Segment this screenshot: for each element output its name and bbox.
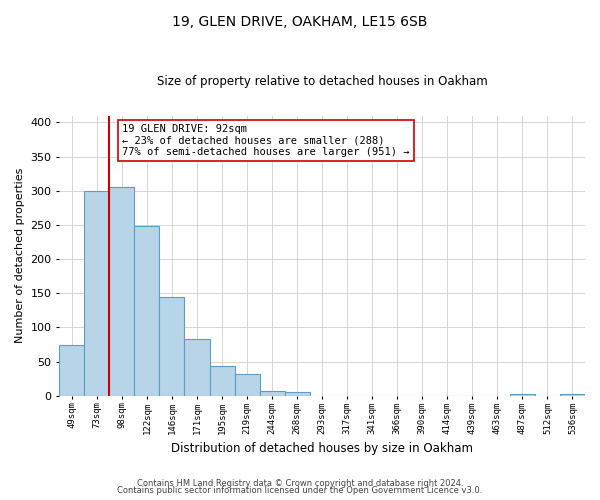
Bar — [109, 188, 134, 396]
Bar — [284, 392, 310, 396]
Bar — [184, 339, 209, 396]
Y-axis label: Number of detached properties: Number of detached properties — [15, 168, 25, 344]
Text: Contains public sector information licensed under the Open Government Licence v3: Contains public sector information licen… — [118, 486, 482, 495]
X-axis label: Distribution of detached houses by size in Oakham: Distribution of detached houses by size … — [171, 442, 473, 455]
Text: 19, GLEN DRIVE, OAKHAM, LE15 6SB: 19, GLEN DRIVE, OAKHAM, LE15 6SB — [172, 15, 428, 29]
Bar — [260, 391, 284, 396]
Text: Contains HM Land Registry data © Crown copyright and database right 2024.: Contains HM Land Registry data © Crown c… — [137, 478, 463, 488]
Bar — [560, 394, 585, 396]
Bar — [235, 374, 260, 396]
Bar — [209, 366, 235, 396]
Text: 19 GLEN DRIVE: 92sqm
← 23% of detached houses are smaller (288)
77% of semi-deta: 19 GLEN DRIVE: 92sqm ← 23% of detached h… — [122, 124, 410, 157]
Bar — [85, 191, 109, 396]
Bar — [59, 344, 85, 396]
Bar — [510, 394, 535, 396]
Bar — [160, 298, 184, 396]
Bar — [134, 226, 160, 396]
Title: Size of property relative to detached houses in Oakham: Size of property relative to detached ho… — [157, 75, 488, 88]
